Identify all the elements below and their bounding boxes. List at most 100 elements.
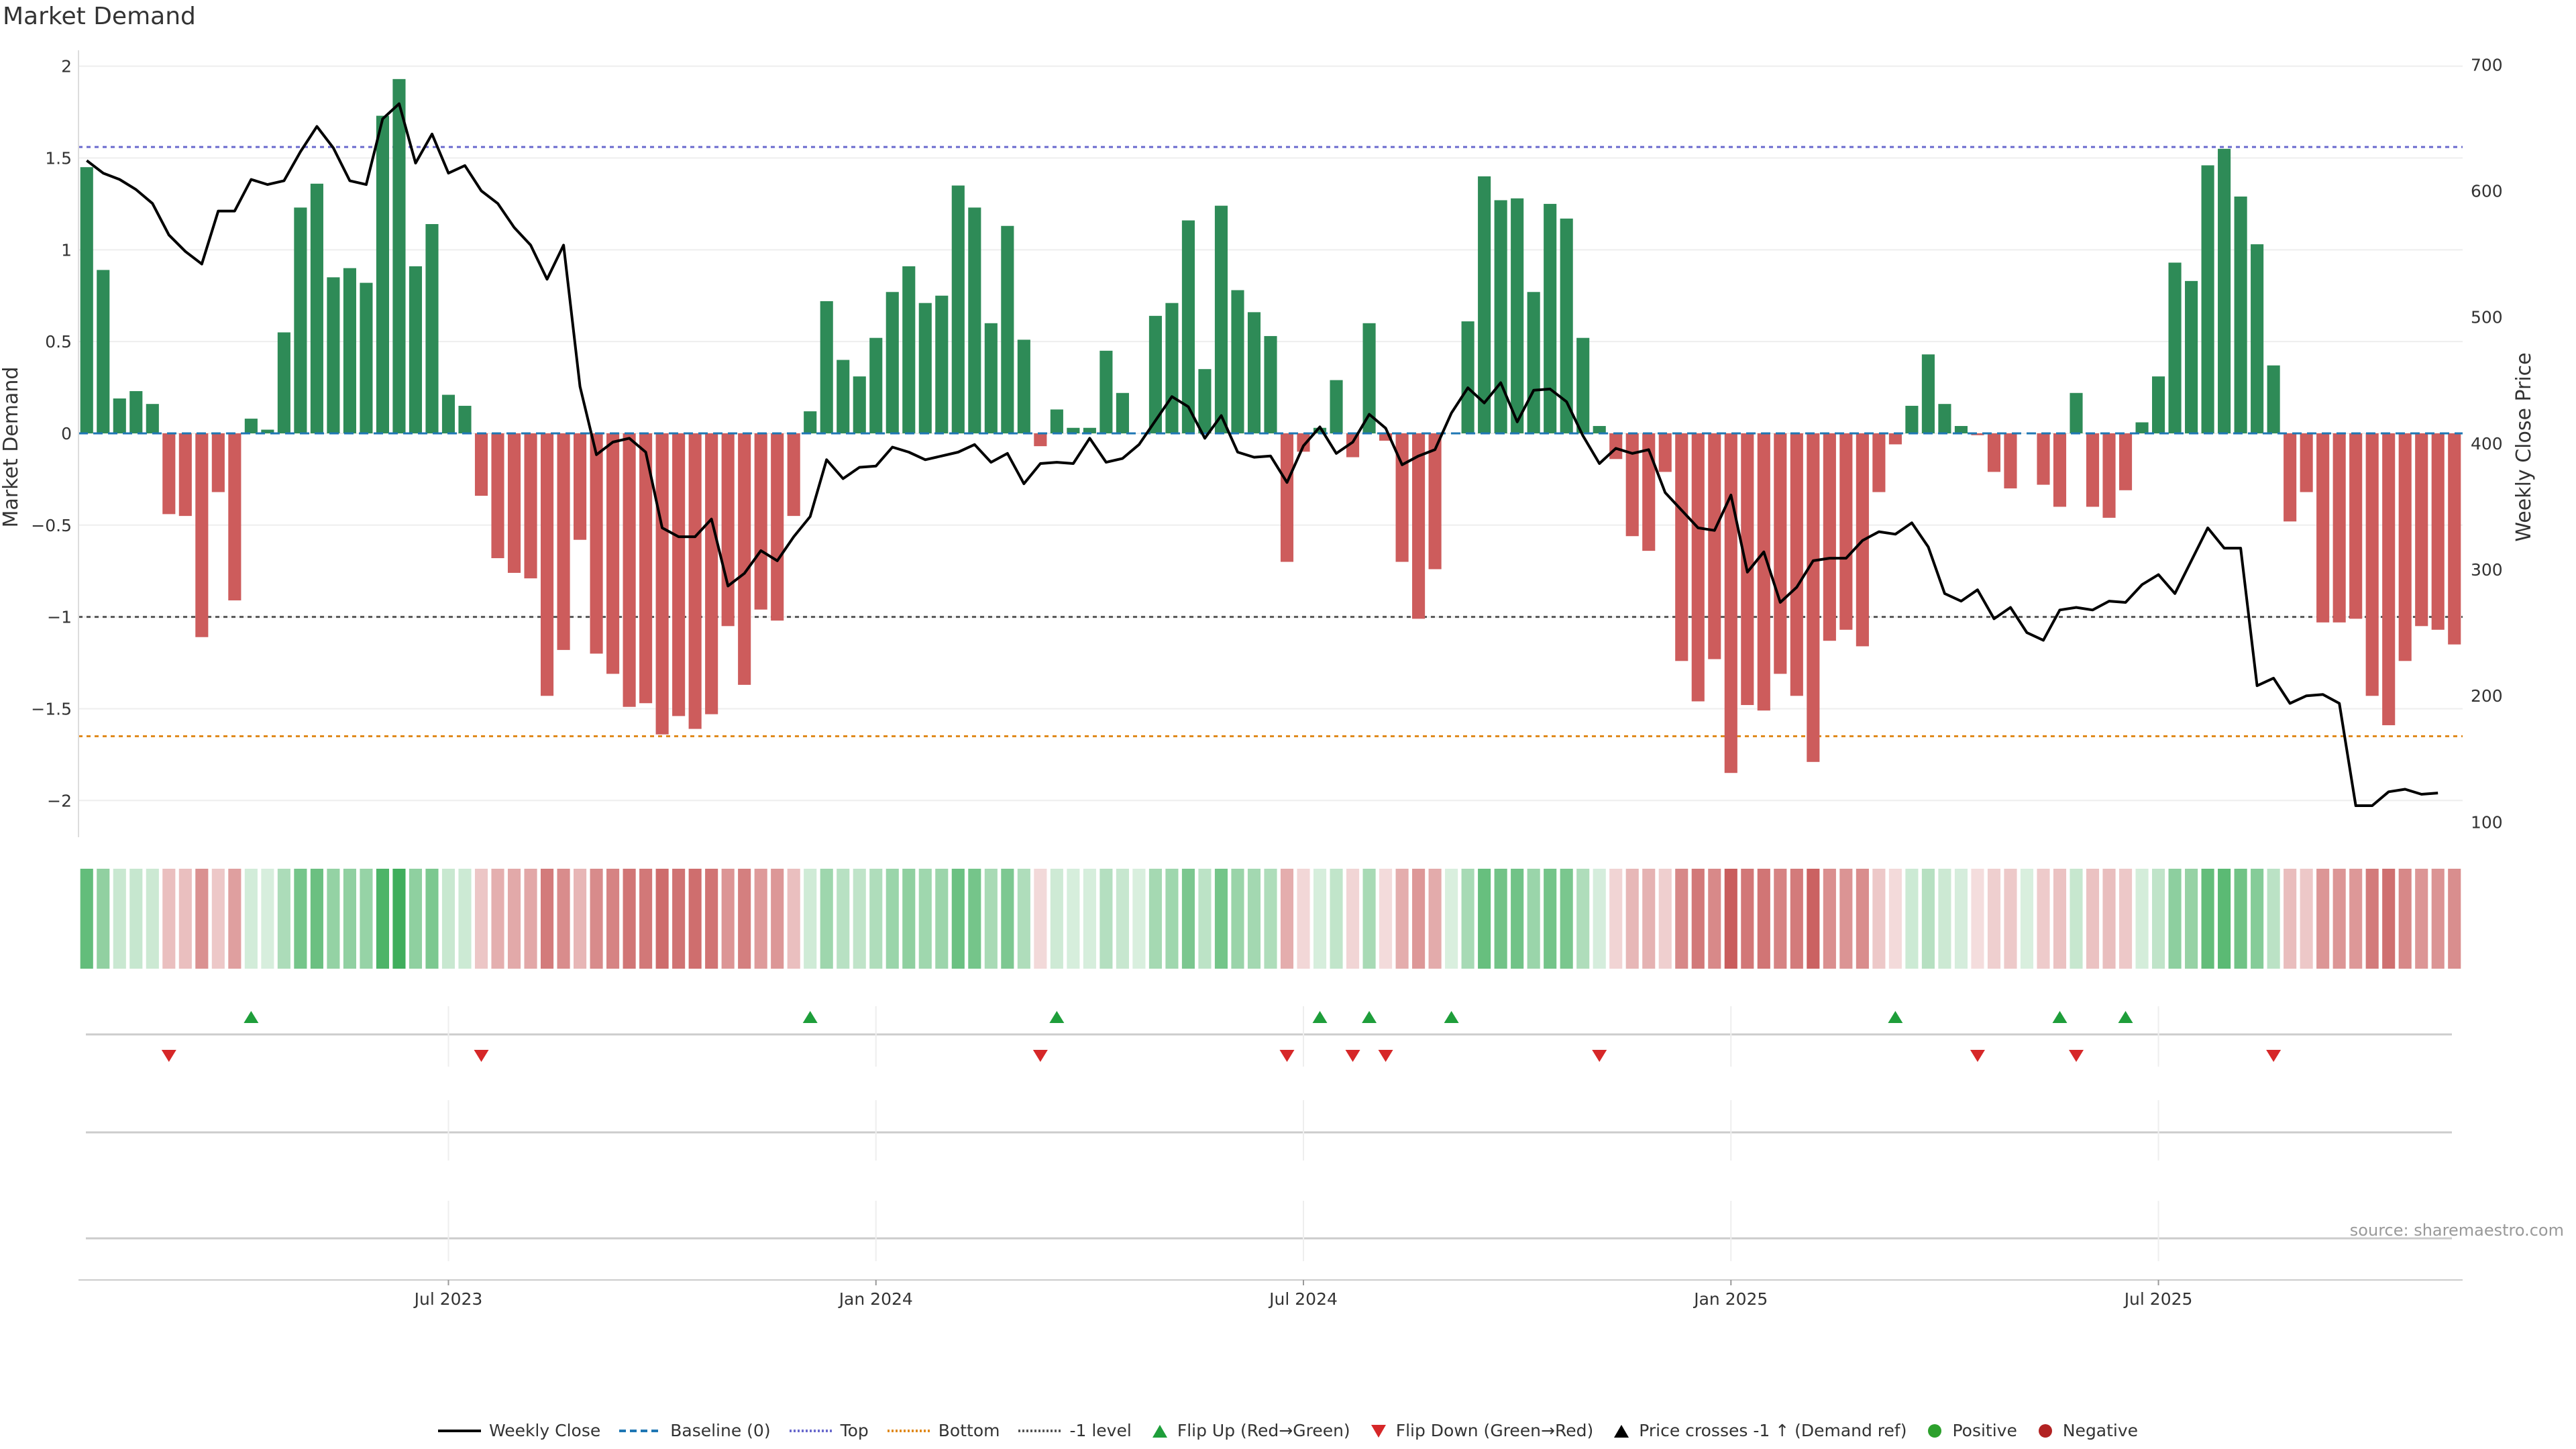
heat-cell <box>984 869 998 969</box>
legend-item: Flip Down (Green→Red) <box>1369 1421 1593 1440</box>
demand-bar <box>771 433 784 621</box>
heat-cell <box>2070 869 2083 969</box>
demand-bar <box>1691 433 1705 702</box>
heat-cell <box>113 869 126 969</box>
demand-bar <box>1872 433 1886 492</box>
demand-bar <box>1083 427 1096 433</box>
demand-bar <box>1148 315 1162 433</box>
heat-cell <box>918 869 932 969</box>
demand-bar <box>902 266 916 433</box>
heat-cell <box>1609 869 1623 969</box>
chart-canvas: 2 1.5 1 0.5 0 −0.5 −1 −1.5 −2 700 600 500 400 300 200… <box>0 50 2536 1309</box>
demand-bar <box>2316 433 2330 623</box>
demand-bar <box>1165 303 1179 433</box>
demand-bars <box>80 78 2461 773</box>
heat-cell <box>721 869 735 969</box>
heat-cell <box>2300 869 2313 969</box>
heat-cell <box>491 869 504 969</box>
heat-cell <box>1807 869 1820 969</box>
heat-cell <box>1181 869 1195 969</box>
flip-up-marker <box>1444 1011 1459 1023</box>
heat-cell <box>2135 869 2149 969</box>
demand-bar <box>951 185 965 433</box>
heat-cell <box>327 869 340 969</box>
heat-cell <box>606 869 620 969</box>
demand-bar <box>869 337 883 433</box>
demand-bar <box>2185 280 2198 433</box>
demand-bar <box>837 360 850 433</box>
heat-cell <box>2349 869 2363 969</box>
demand-bar <box>639 433 653 704</box>
heat-cell <box>1165 869 1179 969</box>
heat-cell <box>1083 869 1096 969</box>
demand-bar <box>853 376 866 433</box>
heat-cell <box>902 869 916 969</box>
demand-bar <box>1642 433 1656 551</box>
y-axis-left: 2 1.5 1 0.5 0 −0.5 −1 −1.5 −2 <box>31 50 79 837</box>
demand-bar <box>2284 433 2297 522</box>
heat-cell <box>623 869 636 969</box>
reference-lines <box>78 146 2463 737</box>
demand-bar <box>1478 176 1491 433</box>
demand-bar <box>1017 339 1030 433</box>
heat-cell <box>1691 869 1705 969</box>
heat-cell <box>1954 869 1968 969</box>
heat-cell <box>1132 869 1146 969</box>
demand-bar <box>918 303 932 433</box>
demand-bar <box>1116 392 1129 433</box>
demand-bar <box>705 433 718 714</box>
y-tick-label: −1 <box>47 608 72 627</box>
demand-bar <box>1807 433 1820 762</box>
heat-cell <box>1724 869 1737 969</box>
heat-cell <box>1231 869 1244 969</box>
heat-cell <box>1346 869 1360 969</box>
y-tick-label: 0 <box>61 424 72 443</box>
demand-bar <box>2168 262 2182 433</box>
y-axis-label: Market Demand <box>0 367 23 528</box>
demand-bar <box>1724 433 1737 773</box>
y-tick-label: −0.5 <box>31 516 72 535</box>
heat-cell <box>1362 869 1376 969</box>
heat-cell <box>1560 869 1573 969</box>
legend-swatch <box>1928 1424 1942 1438</box>
demand-bar <box>2102 433 2116 518</box>
demand-bar <box>1954 426 1968 433</box>
demand-bar <box>935 295 949 433</box>
demand-bar <box>820 301 833 433</box>
demand-bar <box>655 433 669 735</box>
demand-bar <box>1181 220 1195 433</box>
heat-cell <box>2398 869 2412 969</box>
heat-cell <box>837 869 850 969</box>
demand-bar <box>376 115 390 433</box>
demand-bar <box>2382 433 2396 726</box>
heat-cell <box>1330 869 1343 969</box>
heat-cell <box>2151 869 2165 969</box>
legend-label: Bottom <box>938 1421 1000 1440</box>
demand-bar <box>277 332 290 433</box>
demand-bar <box>1593 426 1606 433</box>
heat-cell <box>1544 869 1557 969</box>
legend-item: Top <box>789 1421 869 1440</box>
legend-swatch <box>1371 1424 1386 1438</box>
heat-cell <box>2168 869 2182 969</box>
demand-bar <box>409 266 423 433</box>
heat-cell <box>2020 869 2034 969</box>
demand-bar <box>178 433 192 517</box>
weekly-close-polyline <box>86 102 2438 807</box>
heat-cell <box>1428 869 1442 969</box>
demand-bar <box>1198 369 1212 433</box>
demand-bar <box>458 405 472 433</box>
flip-up-marker <box>2118 1011 2133 1023</box>
demand-bar <box>1790 433 1803 696</box>
demand-bar <box>1921 354 1935 433</box>
heat-cell <box>1379 869 1393 969</box>
heat-cell <box>1905 869 1919 969</box>
demand-bar <box>1544 203 1557 433</box>
demand-bar <box>2218 148 2231 433</box>
demand-bar <box>754 433 767 610</box>
demand-bar <box>228 433 241 600</box>
heat-cell <box>458 869 472 969</box>
demand-bar <box>1231 290 1244 433</box>
demand-bar <box>2070 392 2083 433</box>
heat-cell <box>968 869 981 969</box>
